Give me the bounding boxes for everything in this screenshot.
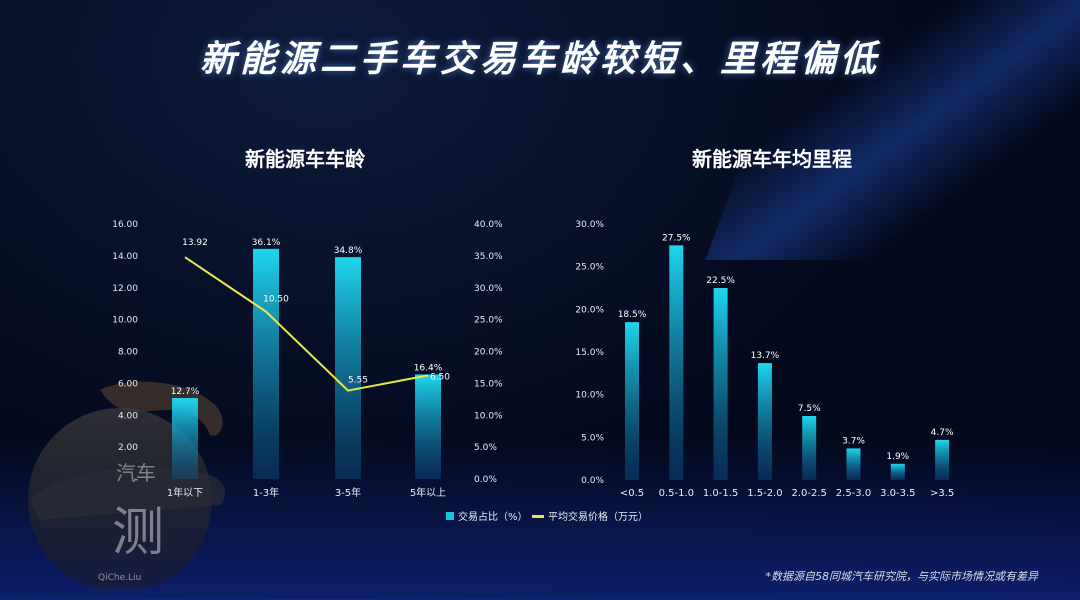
price-line — [184, 256, 429, 392]
legend-swatch-price — [532, 515, 544, 518]
left-axis-tick: 10.00 — [112, 316, 138, 326]
left-axis-tick: 4.00 — [118, 411, 138, 421]
bar-label-mileage: 4.7% — [931, 428, 954, 438]
y-axis-tick: 20.0% — [575, 305, 604, 315]
price-label: 13.92 — [182, 238, 208, 248]
x-tick-mileage: 3.0-3.5 — [880, 488, 915, 499]
chart-vehicle-age: 新能源车车龄 16.00 14.00 12.00 10.00 8.00 6.00 4.00 2… — [112, 147, 648, 523]
car-silhouette — [30, 468, 226, 520]
left-axis-tick: 8.00 — [118, 348, 138, 358]
bar-share-4 — [415, 374, 441, 479]
bar-share-1 — [172, 398, 198, 479]
left-axis-tick: 14.00 — [112, 252, 138, 262]
left-axis-tick: 12.00 — [112, 284, 138, 294]
y-axis-tick: 10.0% — [575, 391, 604, 401]
right-axis-tick: 20.0% — [474, 348, 503, 358]
legend-share: 交易占比（%） — [458, 510, 528, 523]
bar-mileage-7 — [890, 463, 905, 480]
x-tick-age: 1年以下 — [167, 486, 203, 499]
x-tick-mileage: <0.5 — [620, 488, 644, 499]
watermark-text: QiChe.Liu — [98, 573, 141, 583]
x-tick-mileage: 2.5-3.0 — [836, 488, 871, 499]
chart-annual-mileage: 新能源车年均里程 30.0% 25.0% 20.0% 15.0% 10.0% 5.0% 0.… — [575, 147, 954, 499]
bar-label-mileage: 3.7% — [842, 436, 865, 446]
x-tick-mileage: >3.5 — [930, 488, 954, 499]
price-label: 5.55 — [348, 376, 368, 386]
bar-label-share: 36.1% — [252, 238, 281, 248]
x-tick-age: 3-5年 — [335, 486, 361, 499]
right-axis-tick: 35.0% — [474, 252, 503, 262]
right-axis-tick: 5.0% — [474, 443, 497, 453]
bar-mileage-6 — [846, 448, 861, 480]
bar-label-mileage: 13.7% — [751, 351, 780, 361]
left-axis-tick: 2.00 — [118, 443, 138, 453]
bar-label-mileage: 18.5% — [618, 310, 647, 320]
y-axis-tick: 25.0% — [575, 263, 604, 273]
bar-label-mileage: 1.9% — [886, 452, 909, 462]
bar-share-3 — [335, 257, 361, 479]
watermark-cap — [100, 381, 223, 436]
bar-label-share: 12.7% — [171, 387, 200, 397]
right-axis-tick: 30.0% — [474, 284, 503, 294]
bar-label-mileage: 7.5% — [798, 404, 821, 414]
bar-mileage-3 — [713, 288, 728, 480]
bar-label-mileage: 27.5% — [662, 233, 691, 243]
left-axis-tick: 16.00 — [112, 220, 138, 230]
legend-price: 平均交易价格（万元） — [548, 510, 648, 523]
bar-mileage-4 — [757, 363, 772, 480]
watermark-logo: 汽车 测 QiChe.Liu — [28, 381, 226, 590]
x-tick-mileage: 0.5-1.0 — [659, 488, 694, 499]
footnote: *数据源自58同城汽车研究院，与实际市场情况或有差异 — [765, 570, 1039, 583]
bar-mileage-1 — [625, 322, 639, 480]
watermark-glyph-main: 测 — [112, 503, 164, 563]
x-tick-age: 1-3年 — [253, 486, 279, 499]
price-label: 10.50 — [263, 295, 289, 305]
right-axis-tick: 10.0% — [474, 411, 503, 421]
bar-label-mileage: 22.5% — [706, 276, 735, 286]
right-axis-tick: 15.0% — [474, 379, 503, 389]
bar-label-share: 16.4% — [414, 363, 443, 373]
bar-mileage-8 — [935, 439, 950, 480]
y-axis-tick: 15.0% — [575, 348, 604, 358]
y-axis-tick: 30.0% — [575, 220, 604, 230]
x-tick-age: 5年以上 — [410, 486, 446, 499]
left-axis-tick: - — [135, 475, 138, 485]
chart-title-vehicle-age: 新能源车车龄 — [245, 147, 366, 171]
right-axis-tick: 0.0% — [474, 475, 497, 485]
bar-share-2 — [253, 248, 279, 479]
legend-swatch-share — [446, 512, 454, 520]
y-axis-tick: 0.0% — [581, 476, 604, 486]
x-tick-mileage: 1.0-1.5 — [703, 488, 738, 499]
bar-mileage-5 — [802, 416, 817, 480]
watermark-glyph-top: 汽车 — [116, 461, 156, 485]
price-label: 6.50 — [430, 372, 450, 382]
chart-title-annual-mileage: 新能源车年均里程 — [692, 147, 852, 171]
page-title: 新能源二手车交易车龄较短、里程偏低 — [199, 39, 880, 80]
bar-mileage-2 — [669, 245, 684, 480]
x-tick-mileage: 1.5-2.0 — [747, 488, 782, 499]
y-axis-tick: 5.0% — [581, 433, 604, 443]
right-axis-tick: 25.0% — [474, 316, 503, 326]
left-axis-tick: 6.00 — [118, 379, 138, 389]
x-tick-mileage: 2.0-2.5 — [791, 488, 826, 499]
right-axis-tick: 40.0% — [474, 220, 503, 230]
bar-label-share: 34.8% — [334, 246, 363, 256]
